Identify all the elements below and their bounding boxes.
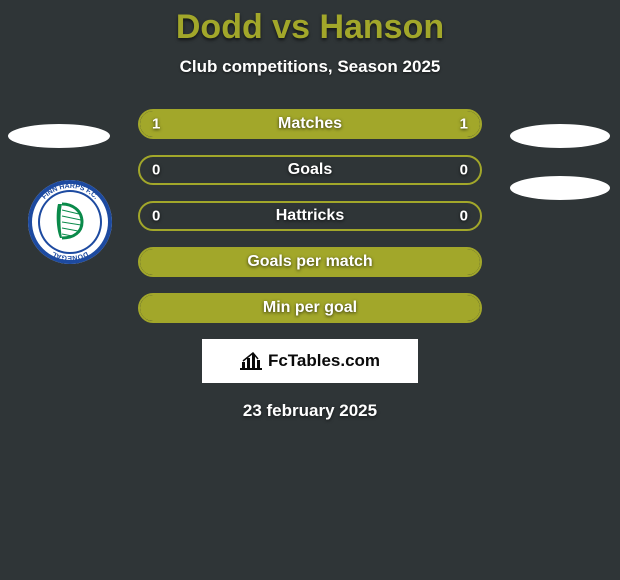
date-line: 23 february 2025: [0, 401, 620, 421]
stat-right-value: 0: [460, 208, 468, 225]
stat-right-value: 1: [460, 116, 468, 133]
bar-chart-icon: [240, 352, 262, 370]
left-player-placeholder: [8, 124, 110, 148]
subtitle: Club competitions, Season 2025: [0, 57, 620, 77]
brand-box: FcTables.com: [202, 339, 418, 383]
stat-rows: 1 1 Matches 0 0 Goals 0 0 Hattricks Goals per mat…: [138, 109, 482, 323]
stat-label: Hattricks: [276, 207, 344, 225]
stat-row: 1 1 Matches: [138, 109, 482, 139]
stat-left-value: 0: [152, 162, 160, 179]
stat-label: Min per goal: [263, 299, 357, 317]
page-title: Dodd vs Hanson: [0, 8, 620, 47]
stat-left-value: 0: [152, 208, 160, 225]
stat-row: 0 0 Hattricks: [138, 201, 482, 231]
club-ring-text: FINN HARPS F.C. DONEGAL: [28, 180, 112, 264]
right-club-placeholder: [510, 176, 610, 200]
stat-row: Goals per match: [138, 247, 482, 277]
svg-text:FINN HARPS F.C.: FINN HARPS F.C.: [41, 183, 99, 201]
left-club-badge: FINN HARPS F.C. DONEGAL: [28, 180, 112, 264]
stat-left-value: 1: [152, 116, 160, 133]
stat-row: Min per goal: [138, 293, 482, 323]
brand-text: FcTables.com: [268, 351, 380, 371]
stat-label: Goals per match: [247, 253, 372, 271]
stat-label: Matches: [278, 115, 342, 133]
right-player-placeholder: [510, 124, 610, 148]
stat-label: Goals: [288, 161, 332, 179]
svg-text:DONEGAL: DONEGAL: [50, 250, 89, 261]
stat-right-value: 0: [460, 162, 468, 179]
stat-row: 0 0 Goals: [138, 155, 482, 185]
